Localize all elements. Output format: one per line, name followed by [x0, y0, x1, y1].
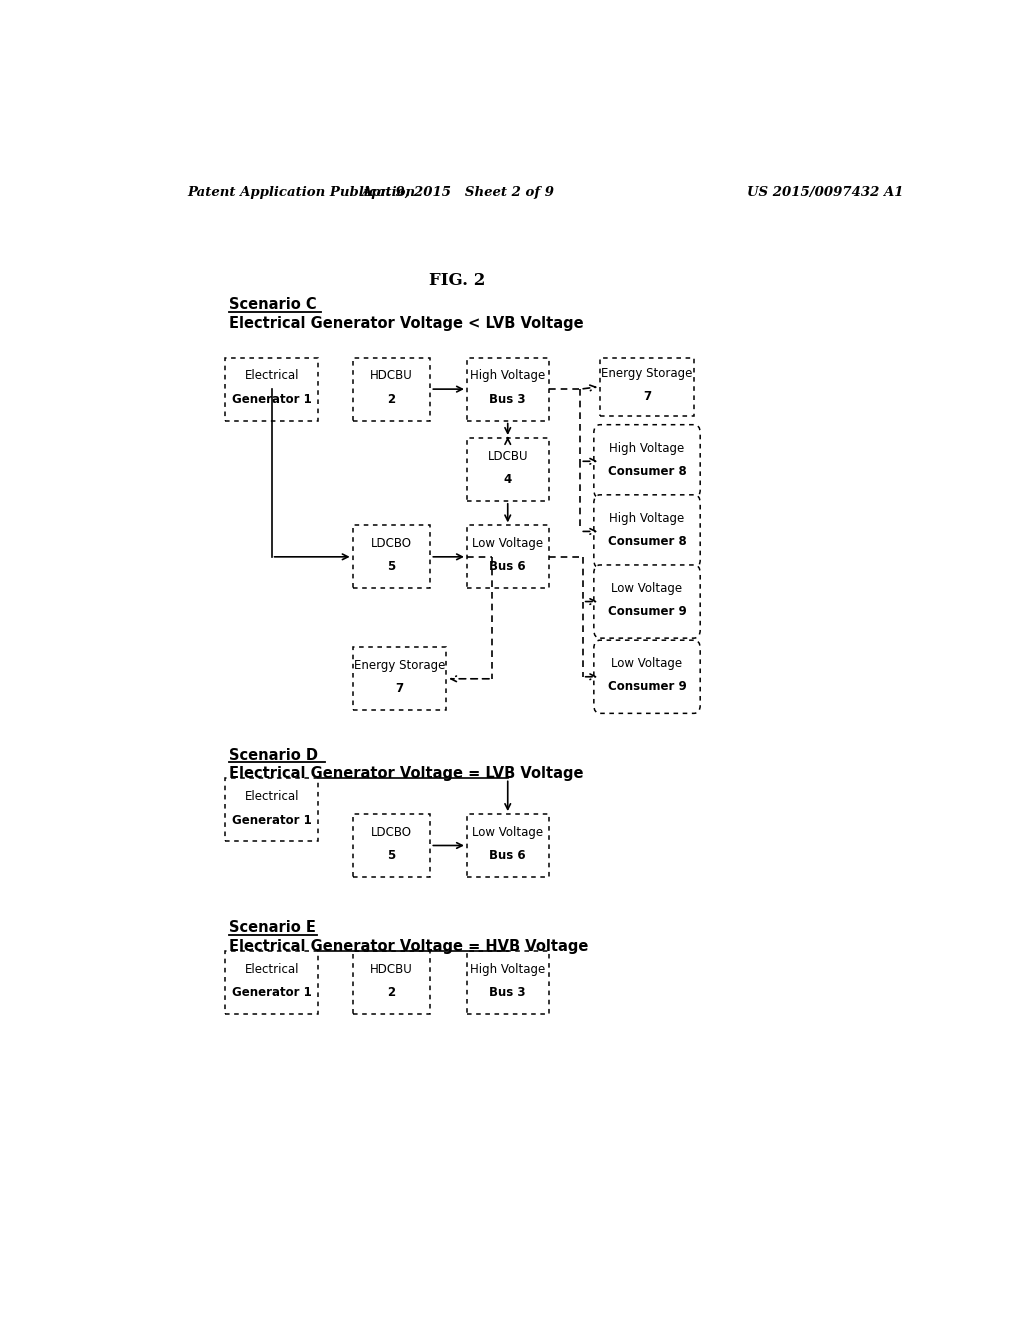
Bar [600, 358, 694, 416]
Text: Electrical Generator Voltage = HVB Voltage: Electrical Generator Voltage = HVB Volta… [228, 939, 588, 953]
Text: Electrical Generator Voltage = LVB Voltage: Electrical Generator Voltage = LVB Volta… [228, 766, 584, 781]
FancyBboxPatch shape [594, 425, 700, 498]
FancyBboxPatch shape [594, 495, 700, 568]
Bar [225, 358, 318, 421]
FancyBboxPatch shape [594, 565, 700, 638]
Bar [467, 952, 549, 1014]
Text: 7: 7 [643, 391, 651, 403]
Text: LDCBO: LDCBO [371, 537, 412, 550]
Text: High Voltage: High Voltage [470, 964, 546, 975]
Text: Consumer 9: Consumer 9 [607, 680, 686, 693]
Text: Consumer 9: Consumer 9 [607, 605, 686, 618]
Bar [225, 779, 318, 841]
Bar [352, 814, 430, 876]
Bar [352, 647, 446, 710]
Text: Energy Storage: Energy Storage [601, 367, 692, 380]
Bar [467, 438, 549, 500]
Text: US 2015/0097432 A1: US 2015/0097432 A1 [748, 186, 903, 199]
Text: Apr. 9, 2015   Sheet 2 of 9: Apr. 9, 2015 Sheet 2 of 9 [360, 186, 554, 199]
Text: High Voltage: High Voltage [609, 442, 685, 454]
Text: Low Voltage: Low Voltage [472, 826, 544, 838]
Text: Bus 6: Bus 6 [489, 561, 526, 573]
Text: 5: 5 [387, 561, 395, 573]
Text: Scenario D: Scenario D [228, 747, 317, 763]
Text: Scenario C: Scenario C [228, 297, 316, 313]
Text: Electrical Generator Voltage < LVB Voltage: Electrical Generator Voltage < LVB Volta… [228, 315, 584, 330]
Bar [352, 358, 430, 421]
Text: 2: 2 [387, 393, 395, 405]
Bar [467, 358, 549, 421]
Text: Low Voltage: Low Voltage [472, 537, 544, 550]
Text: Bus 6: Bus 6 [489, 849, 526, 862]
Text: Bus 3: Bus 3 [489, 393, 526, 405]
Text: High Voltage: High Voltage [470, 370, 546, 383]
Text: HDCBU: HDCBU [370, 370, 413, 383]
Text: High Voltage: High Voltage [609, 512, 685, 525]
Text: Electrical: Electrical [245, 370, 299, 383]
Bar [467, 814, 549, 876]
Bar [467, 525, 549, 589]
Text: Energy Storage: Energy Storage [353, 659, 445, 672]
Text: LDCBU: LDCBU [487, 450, 528, 463]
Text: Generator 1: Generator 1 [231, 813, 311, 826]
Text: 5: 5 [387, 849, 395, 862]
Text: Consumer 8: Consumer 8 [607, 465, 686, 478]
Text: 7: 7 [395, 682, 403, 696]
Text: FIG. 2: FIG. 2 [429, 272, 485, 289]
Text: Consumer 8: Consumer 8 [607, 535, 686, 548]
Text: 2: 2 [387, 986, 395, 999]
Bar [352, 525, 430, 589]
Text: Electrical: Electrical [245, 964, 299, 975]
Text: Generator 1: Generator 1 [231, 986, 311, 999]
Text: Scenario E: Scenario E [228, 920, 315, 936]
FancyBboxPatch shape [594, 640, 700, 713]
Text: Low Voltage: Low Voltage [611, 657, 683, 671]
Text: Generator 1: Generator 1 [231, 393, 311, 405]
Text: LDCBO: LDCBO [371, 826, 412, 838]
Bar [225, 952, 318, 1014]
Text: 4: 4 [504, 473, 512, 486]
Text: Patent Application Publication: Patent Application Publication [187, 186, 416, 199]
Bar [352, 952, 430, 1014]
Text: HDCBU: HDCBU [370, 964, 413, 975]
Text: Low Voltage: Low Voltage [611, 582, 683, 595]
Text: Electrical: Electrical [245, 791, 299, 803]
Text: Bus 3: Bus 3 [489, 986, 526, 999]
